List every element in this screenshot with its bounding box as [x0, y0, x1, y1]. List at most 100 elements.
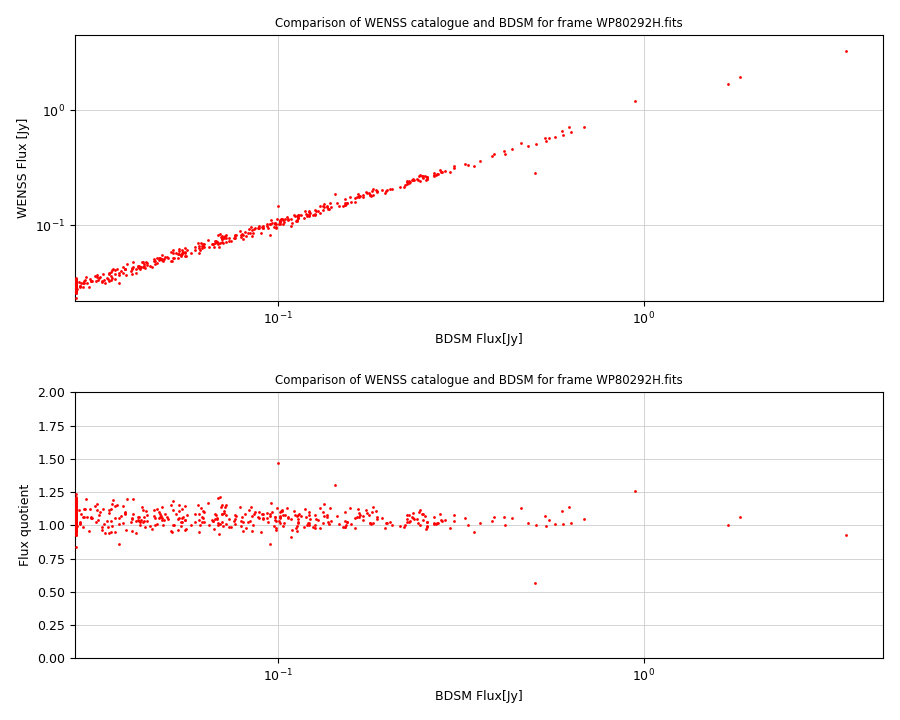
Point [205, 238, 220, 250]
Point [69, 276, 84, 288]
Point [69, 507, 84, 518]
Point [169, 248, 184, 259]
Point [279, 211, 293, 222]
Point [69, 505, 84, 517]
Point [125, 256, 140, 268]
Point [276, 218, 291, 230]
Point [69, 521, 84, 532]
Point [383, 516, 398, 527]
Point [105, 272, 120, 284]
Point [406, 174, 420, 186]
Point [157, 256, 171, 267]
Point [229, 230, 243, 242]
Point [435, 166, 449, 178]
Point [69, 277, 84, 289]
Point [320, 200, 335, 212]
Point [287, 210, 302, 221]
Point [69, 281, 84, 292]
Point [211, 519, 225, 531]
Point [406, 512, 420, 523]
Point [215, 517, 230, 528]
Point [133, 514, 148, 526]
Point [338, 516, 352, 527]
Point [219, 229, 233, 240]
Point [178, 242, 193, 253]
Point [72, 504, 86, 516]
Point [69, 274, 84, 286]
Point [104, 526, 118, 537]
Point [215, 236, 230, 248]
Point [178, 515, 193, 526]
Point [166, 248, 180, 259]
Point [554, 125, 569, 137]
Point [233, 516, 248, 527]
Point [132, 262, 147, 274]
Point [195, 511, 210, 523]
Point [399, 520, 413, 531]
Point [137, 516, 151, 527]
Point [192, 514, 206, 526]
Point [69, 282, 84, 294]
Point [360, 508, 374, 519]
Point [69, 521, 84, 533]
Point [274, 505, 289, 516]
Point [292, 209, 306, 220]
Point [412, 519, 427, 531]
Point [194, 238, 209, 249]
Point [69, 278, 84, 289]
Point [142, 260, 157, 271]
Point [69, 282, 84, 293]
Point [69, 279, 84, 290]
Point [228, 229, 242, 240]
Point [400, 175, 414, 186]
Point [153, 510, 167, 522]
Point [458, 158, 473, 170]
Point [204, 238, 219, 250]
Point [69, 492, 84, 504]
Point [208, 513, 222, 525]
Point [359, 505, 374, 516]
Point [108, 264, 122, 276]
Point [123, 265, 138, 276]
Point [105, 521, 120, 532]
Point [263, 218, 277, 230]
Point [69, 505, 84, 516]
Point [310, 205, 324, 217]
Point [157, 519, 171, 531]
Point [208, 508, 222, 520]
Point [256, 222, 271, 233]
Point [400, 516, 414, 527]
Point [178, 524, 193, 536]
Point [405, 511, 419, 523]
Point [105, 263, 120, 274]
Point [328, 189, 343, 200]
Point [278, 213, 293, 225]
Point [102, 507, 116, 518]
Point [69, 279, 84, 291]
Point [236, 526, 250, 537]
Point [69, 510, 84, 521]
Point [69, 282, 84, 293]
Point [197, 242, 211, 253]
Point [201, 234, 215, 246]
Point [247, 508, 261, 520]
Point [352, 508, 366, 519]
Point [132, 516, 147, 527]
Point [155, 253, 169, 265]
Point [76, 521, 91, 532]
Y-axis label: WENSS Flux [Jy]: WENSS Flux [Jy] [17, 118, 30, 218]
Point [69, 274, 84, 286]
Point [347, 193, 362, 204]
Point [137, 258, 151, 270]
Point [301, 519, 315, 531]
Point [108, 500, 122, 512]
Point [415, 508, 429, 520]
Point [188, 517, 202, 528]
Point [222, 233, 237, 244]
Point [271, 457, 285, 469]
Point [89, 498, 104, 510]
Point [400, 513, 414, 525]
Point [374, 184, 389, 196]
Point [329, 198, 344, 210]
Point [69, 510, 84, 522]
